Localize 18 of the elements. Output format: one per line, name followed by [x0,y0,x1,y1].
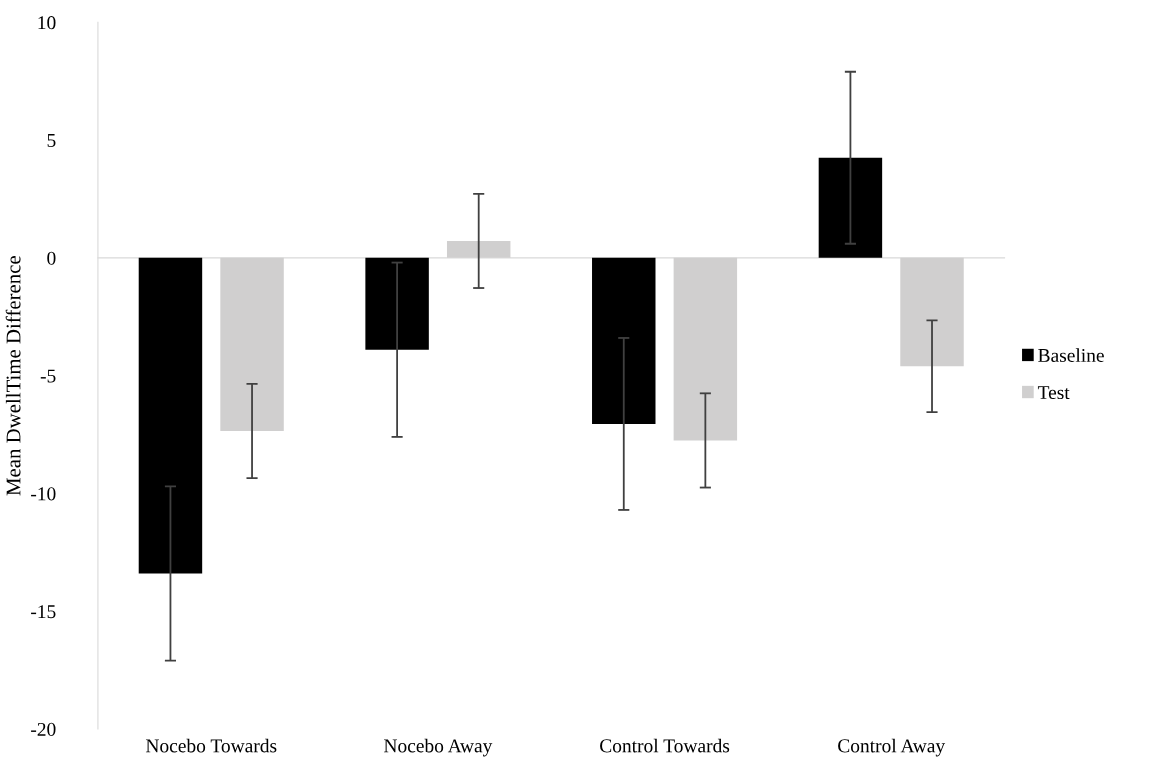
y-tick-label: 10 [38,16,56,30]
bar [138,257,203,574]
y-tick-label: -10 [31,487,56,501]
bar [365,257,429,350]
y-tick-label: 5 [47,134,56,148]
y-axis-title: Mean DwellTime Difference [5,256,21,496]
legend-label: Test [1037,386,1070,400]
y-tick-label: -15 [31,605,56,619]
y-tick-label: -5 [40,369,56,383]
y-tick-label: 0 [47,251,56,265]
x-tick-label: Control Towards [600,738,730,753]
bar [592,257,656,424]
legend-label: Baseline [1038,348,1104,362]
y-tick-label: -20 [31,722,56,736]
x-tick-label: Nocebo Towards [145,738,277,753]
x-tick-label: Control Away [838,738,946,757]
x-tick-label: Nocebo Away [384,738,493,757]
bar [818,157,883,258]
